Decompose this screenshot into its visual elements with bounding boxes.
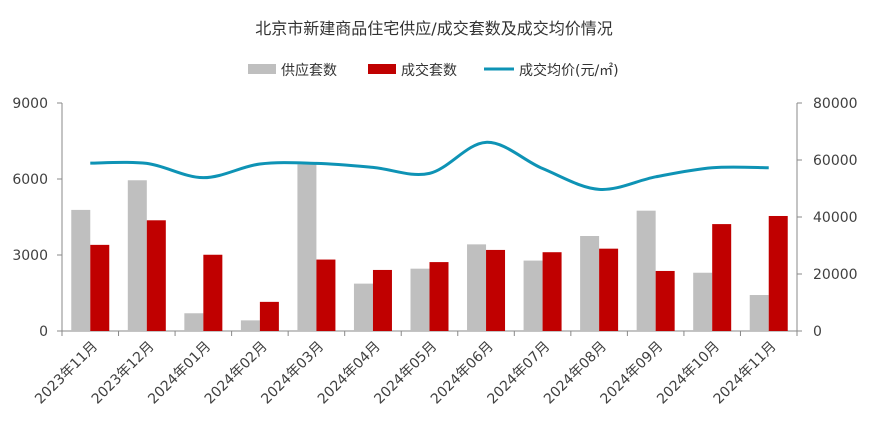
supply-bar xyxy=(693,272,713,331)
supply-bar xyxy=(240,320,260,331)
chart-title: 北京市新建商品住宅供应/成交套数及成交均价情况 xyxy=(255,19,612,38)
supply-bar xyxy=(523,260,543,331)
left-tick-label: 9000 xyxy=(12,96,48,112)
supply-bar xyxy=(184,313,204,331)
legend-swatch xyxy=(368,64,396,74)
deal-bar xyxy=(712,224,732,331)
supply-bar xyxy=(127,180,147,331)
supply-bar xyxy=(580,236,600,331)
deal-bar xyxy=(655,270,675,331)
legend-label: 成交套数 xyxy=(401,62,457,79)
deal-bar xyxy=(146,220,166,331)
right-tick-label: 60000 xyxy=(813,153,858,169)
left-tick-label: 6000 xyxy=(12,172,48,188)
deal-bar xyxy=(599,248,619,331)
supply-bar xyxy=(410,268,430,331)
right-tick-label: 0 xyxy=(813,324,822,340)
deal-bar xyxy=(542,252,562,331)
right-tick-label: 80000 xyxy=(813,96,858,112)
supply-bar xyxy=(749,295,769,331)
supply-bar xyxy=(297,164,317,331)
deal-bar xyxy=(372,269,392,331)
deal-bar xyxy=(316,259,336,331)
legend-label: 供应套数 xyxy=(281,62,337,79)
deal-bar xyxy=(90,244,110,331)
legend-swatch xyxy=(248,64,276,74)
supply-bar xyxy=(467,244,487,331)
deal-bar xyxy=(486,249,506,331)
deal-bar xyxy=(259,301,279,331)
avg-price-line xyxy=(90,140,769,191)
right-tick-label: 40000 xyxy=(813,210,858,226)
left-tick-label: 0 xyxy=(39,324,48,340)
deal-bar xyxy=(768,215,788,331)
deal-bar xyxy=(203,254,223,331)
left-tick-label: 3000 xyxy=(12,248,48,264)
legend-label: 成交均价(元/㎡) xyxy=(519,62,619,79)
supply-bar xyxy=(636,210,656,331)
right-tick-label: 20000 xyxy=(813,267,858,283)
supply-bar xyxy=(71,209,91,331)
supply-bar xyxy=(353,283,373,331)
deal-bar xyxy=(429,262,449,331)
